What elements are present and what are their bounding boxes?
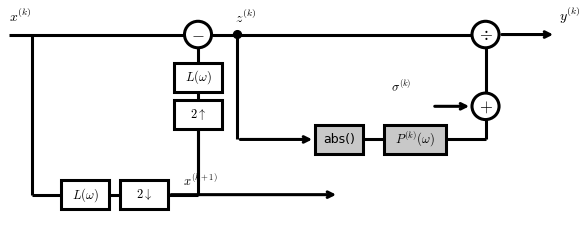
Text: $2\downarrow$: $2\downarrow$: [136, 187, 152, 202]
Text: $L(\omega)$: $L(\omega)$: [72, 186, 98, 204]
Text: $P^{(k)}(\omega)$: $P^{(k)}(\omega)$: [395, 130, 435, 149]
Text: $2\uparrow$: $2\uparrow$: [190, 107, 206, 122]
Text: $L(\omega)$: $L(\omega)$: [184, 69, 211, 87]
FancyBboxPatch shape: [120, 180, 168, 209]
Text: $z^{(k)}$: $z^{(k)}$: [235, 9, 255, 26]
Circle shape: [472, 93, 499, 120]
Text: $y^{(k)}$: $y^{(k)}$: [559, 6, 580, 26]
Text: $+$: $+$: [478, 97, 492, 115]
FancyBboxPatch shape: [174, 100, 222, 129]
Text: $\sigma^{(k)}$: $\sigma^{(k)}$: [391, 78, 411, 94]
FancyBboxPatch shape: [384, 125, 446, 154]
Text: $x^{(k)}$: $x^{(k)}$: [9, 7, 31, 25]
Text: $\div$: $\div$: [478, 26, 492, 44]
Circle shape: [472, 21, 499, 48]
Text: abs(): abs(): [323, 133, 355, 146]
Circle shape: [233, 31, 242, 38]
FancyBboxPatch shape: [174, 63, 222, 92]
Text: $-$: $-$: [191, 26, 205, 44]
FancyBboxPatch shape: [315, 125, 363, 154]
Circle shape: [184, 21, 211, 48]
Text: $x^{(k+1)}$: $x^{(k+1)}$: [183, 173, 217, 189]
FancyBboxPatch shape: [61, 180, 109, 209]
